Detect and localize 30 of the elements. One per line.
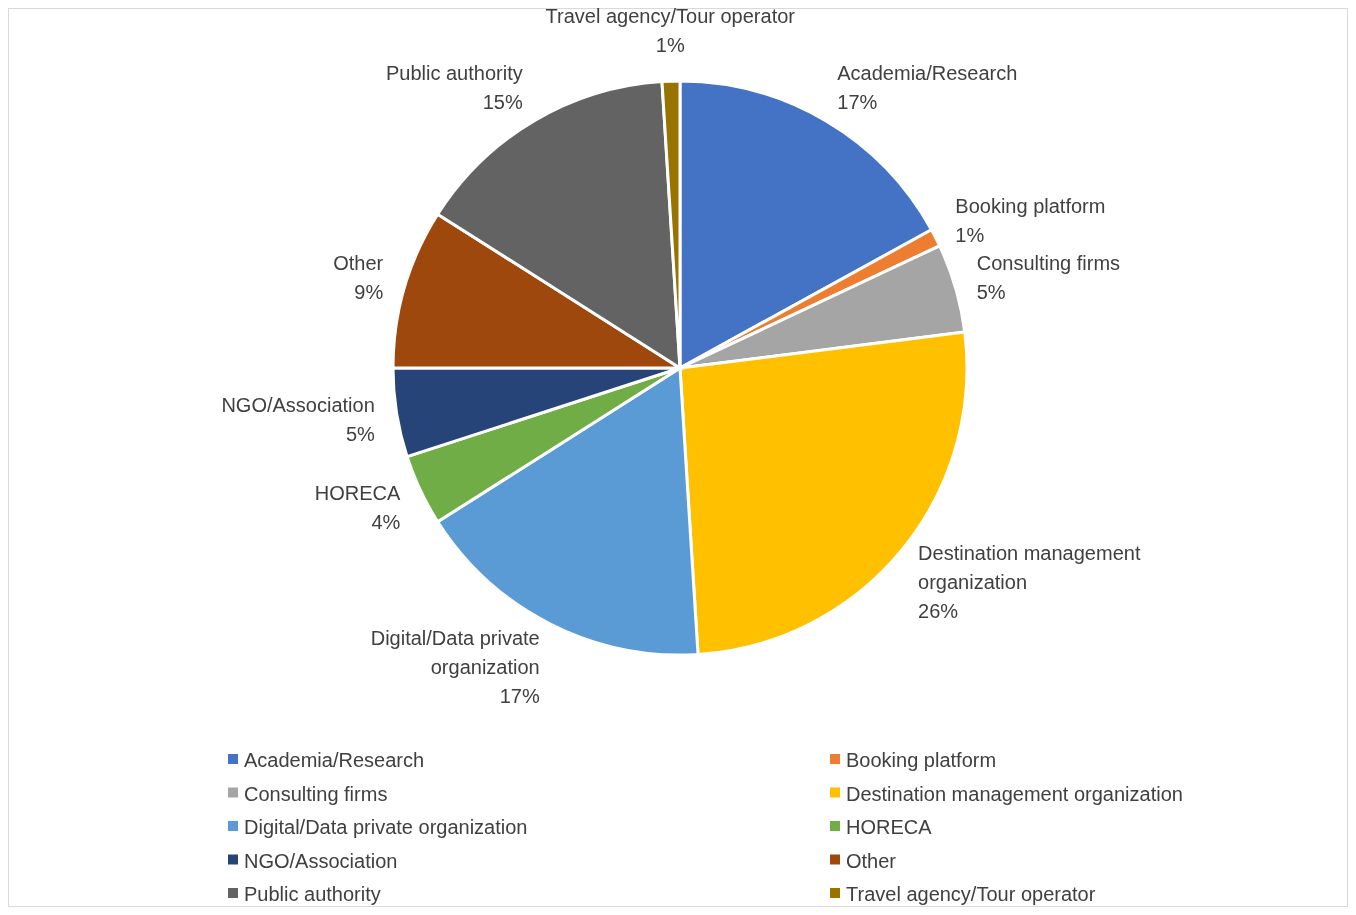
slice-label: Public authority	[385, 61, 523, 84]
slice-label: Destination management organization	[918, 541, 1141, 593]
slice-label: Academia/Research	[837, 61, 1018, 84]
legend-label: Consulting firms	[244, 782, 388, 805]
legend-label: NGO/Association	[244, 849, 398, 872]
legend-label: Digital/Data private organization	[244, 816, 528, 838]
data-label: 4%	[371, 510, 401, 533]
data-label: 1%	[955, 223, 985, 246]
data-label: 15%	[482, 90, 523, 113]
slice-label: Consulting firms	[976, 251, 1121, 274]
legend-label: Public authority	[244, 883, 381, 905]
data-label: 17%	[499, 684, 540, 707]
data-label: 26%	[918, 599, 959, 622]
data-label: 5%	[976, 280, 1006, 303]
legend-label: Travel agency/Tour operator	[846, 883, 1096, 905]
slice-label: HORECA	[314, 481, 402, 504]
data-label: 17%	[837, 90, 878, 113]
legend-label: Destination management organization	[846, 782, 1183, 805]
data-label: 1%	[655, 33, 685, 56]
slice-label: NGO/Association	[221, 393, 375, 416]
slice-label: Digital/Data private organization	[370, 626, 540, 678]
slice-label: Booking platform	[955, 194, 1106, 217]
slice-label: Travel agency/Tour operator	[545, 4, 796, 27]
legend-label: Academia/Research	[244, 749, 425, 771]
legend-label: Booking platform	[846, 749, 997, 771]
legend-label: Other	[846, 849, 897, 872]
legend-label: HORECA	[846, 816, 933, 838]
slice-label: Other	[333, 251, 384, 274]
data-label: 9%	[354, 280, 384, 303]
data-label: 5%	[345, 422, 376, 445]
